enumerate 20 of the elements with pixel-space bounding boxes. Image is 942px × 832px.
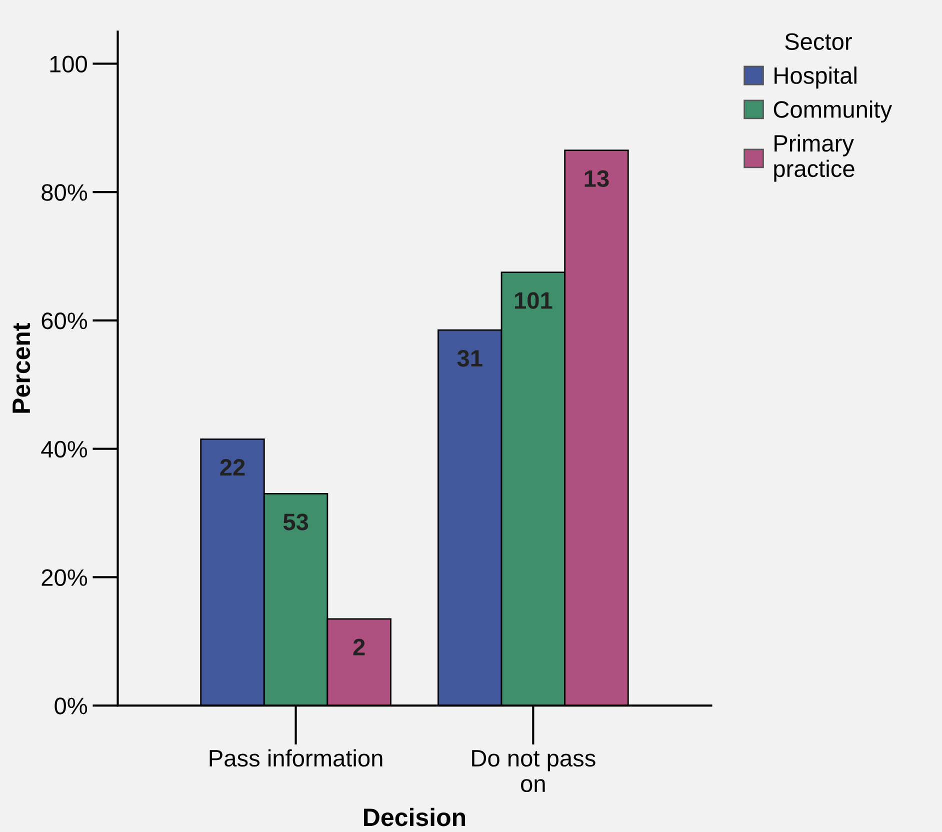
legend-title: Sector <box>785 33 852 50</box>
x-tick-label: Pass information <box>210 749 382 767</box>
annotation: 101 <box>514 292 552 309</box>
annotation: 13 <box>584 170 609 187</box>
x-tick-label: Do not pass on <box>472 750 596 792</box>
annotation: 2 <box>353 638 365 656</box>
y-tick-label: 0% <box>54 698 88 714</box>
y-tick-label: 60% <box>42 312 88 330</box>
y-tick-label: 40% <box>41 440 88 458</box>
y-axis-title: Percent <box>12 323 30 413</box>
legend-label: Primary practice <box>774 134 854 182</box>
annotation: 31 <box>457 350 482 367</box>
annotation: 53 <box>283 514 308 530</box>
y-tick-label: 80% <box>42 184 88 201</box>
annotation: 22 <box>220 459 245 476</box>
y-tick-label: 20% <box>42 569 88 586</box>
legend-label: Community <box>774 100 892 123</box>
legend-label: Hospital <box>774 66 856 89</box>
x-axis-title: Decision <box>364 808 466 826</box>
y-tick-label: 100 <box>50 56 87 72</box>
